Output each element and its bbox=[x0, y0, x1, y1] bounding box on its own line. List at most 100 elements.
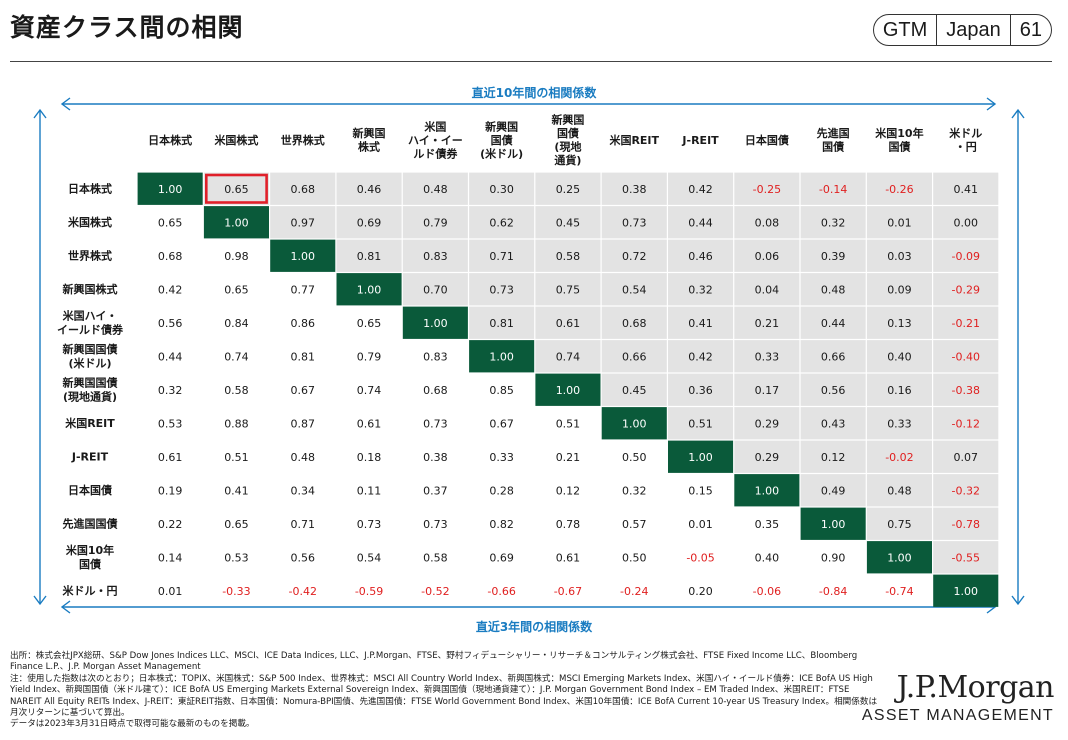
top-axis-label: 直近10年間の相関係数 bbox=[471, 86, 597, 100]
cell-value: 1.00 bbox=[887, 551, 912, 564]
heatmap-cell bbox=[469, 273, 535, 306]
heatmap-cell bbox=[933, 507, 999, 540]
cell-value: 0.87 bbox=[291, 417, 316, 430]
cell-value: 0.50 bbox=[622, 451, 647, 464]
heatmap-cell bbox=[734, 172, 800, 205]
cell-value: 0.34 bbox=[291, 484, 316, 497]
column-header: 新興国国債(米ドル) bbox=[480, 119, 523, 160]
cell-value: 0.12 bbox=[556, 484, 581, 497]
column-header: 日本国債 bbox=[745, 133, 789, 147]
heatmap-cell bbox=[203, 172, 269, 205]
cell-value: 0.90 bbox=[821, 551, 846, 564]
heatmap-cell bbox=[336, 273, 402, 306]
heatmap-cell bbox=[734, 474, 800, 507]
cell-value: 0.00 bbox=[954, 216, 979, 229]
cell-value: 0.61 bbox=[357, 417, 382, 430]
column-header: 米ドル・円 bbox=[948, 126, 982, 154]
heatmap-cell bbox=[800, 507, 866, 540]
heatmap-cell bbox=[866, 474, 932, 507]
heatmap-cell bbox=[933, 440, 999, 473]
cell-value: 0.81 bbox=[291, 350, 316, 363]
row-header: 世界株式 bbox=[68, 249, 112, 263]
cell-value: 0.07 bbox=[954, 451, 979, 464]
cell-value: 0.98 bbox=[224, 250, 249, 263]
cell-value: 0.61 bbox=[158, 451, 183, 464]
cell-value: 0.16 bbox=[887, 384, 912, 397]
heatmap-cell bbox=[800, 373, 866, 406]
row-header: 米国ハイ・イールド債券 bbox=[57, 309, 124, 337]
cell-value: 0.65 bbox=[224, 518, 249, 531]
heatmap-cell bbox=[469, 306, 535, 339]
heatmap-cell bbox=[800, 239, 866, 272]
heatmap-cell bbox=[601, 206, 667, 239]
cell-value: 0.74 bbox=[556, 350, 581, 363]
cell-value: 0.58 bbox=[224, 384, 249, 397]
heatmap-cell bbox=[866, 306, 932, 339]
heatmap-cell bbox=[668, 306, 734, 339]
logo-subtitle: ASSET MANAGEMENT bbox=[861, 707, 1054, 724]
cell-value: 0.74 bbox=[224, 350, 249, 363]
jpmorgan-logo: J.P.Morgan ASSET MANAGEMENT bbox=[861, 670, 1055, 725]
cell-value: 0.51 bbox=[224, 451, 249, 464]
cell-value: 1.00 bbox=[821, 518, 846, 531]
heatmap-cell bbox=[270, 239, 336, 272]
cell-value: -0.21 bbox=[952, 317, 980, 330]
cell-value: 0.41 bbox=[688, 317, 713, 330]
logo-name: J.P.Morgan bbox=[896, 670, 1055, 705]
cell-value: 0.81 bbox=[357, 250, 382, 263]
cell-value: 0.74 bbox=[357, 384, 382, 397]
cell-value: 0.33 bbox=[887, 417, 912, 430]
heatmap-cell bbox=[137, 172, 203, 205]
cell-value: 0.04 bbox=[755, 283, 780, 296]
cell-value: 0.56 bbox=[291, 551, 316, 564]
cell-value: 0.61 bbox=[556, 551, 581, 564]
cell-value: 1.00 bbox=[357, 283, 382, 296]
cell-value: 0.79 bbox=[357, 350, 382, 363]
cell-value: 0.73 bbox=[622, 216, 647, 229]
cell-value: 0.39 bbox=[821, 250, 846, 263]
cell-value: 0.42 bbox=[688, 350, 713, 363]
heatmap-cell bbox=[668, 206, 734, 239]
cell-value: 0.67 bbox=[291, 384, 316, 397]
row-header: 日本株式 bbox=[68, 182, 112, 196]
heatmap-cell bbox=[800, 474, 866, 507]
cell-value: 0.54 bbox=[622, 283, 647, 296]
cell-value: -0.24 bbox=[620, 585, 648, 598]
heatmap-cell bbox=[469, 206, 535, 239]
heatmap-cell bbox=[734, 239, 800, 272]
column-header: 先進国国債 bbox=[817, 126, 850, 154]
cell-value: 0.77 bbox=[291, 283, 316, 296]
cell-value: 0.13 bbox=[887, 317, 912, 330]
cell-value: 0.45 bbox=[556, 216, 581, 229]
cell-value: 0.73 bbox=[423, 518, 448, 531]
heatmap-cell bbox=[866, 541, 932, 574]
heatmap-cell bbox=[668, 239, 734, 272]
cell-value: 0.66 bbox=[622, 350, 647, 363]
cell-value: 0.25 bbox=[556, 183, 581, 196]
heatmap-cell bbox=[402, 206, 468, 239]
cell-value: 0.65 bbox=[224, 283, 249, 296]
heatmap-cell bbox=[933, 407, 999, 440]
cell-value: 0.71 bbox=[291, 518, 316, 531]
cell-value: 0.22 bbox=[158, 518, 183, 531]
cell-value: 0.11 bbox=[357, 484, 382, 497]
top-arrowhead-right bbox=[986, 97, 997, 111]
heatmap-cell bbox=[866, 206, 932, 239]
cell-value: 0.49 bbox=[821, 484, 846, 497]
heatmap-cell bbox=[734, 340, 800, 373]
cell-value: 0.70 bbox=[423, 283, 448, 296]
cell-value: 0.01 bbox=[158, 585, 183, 598]
cell-value: 0.51 bbox=[556, 417, 581, 430]
heatmap-cell bbox=[668, 440, 734, 473]
cell-value: 0.44 bbox=[158, 350, 183, 363]
row-header: 米国10年国債 bbox=[65, 543, 114, 571]
cell-value: 0.19 bbox=[158, 484, 183, 497]
heatmap-cell bbox=[535, 306, 601, 339]
row-header: 米国株式 bbox=[67, 215, 112, 229]
cell-value: -0.09 bbox=[952, 250, 980, 263]
heatmap-cell bbox=[933, 373, 999, 406]
heatmap-cell bbox=[336, 172, 402, 205]
cell-value: 0.69 bbox=[489, 551, 514, 564]
heatmap-cell bbox=[800, 172, 866, 205]
cell-value: 0.51 bbox=[688, 417, 713, 430]
